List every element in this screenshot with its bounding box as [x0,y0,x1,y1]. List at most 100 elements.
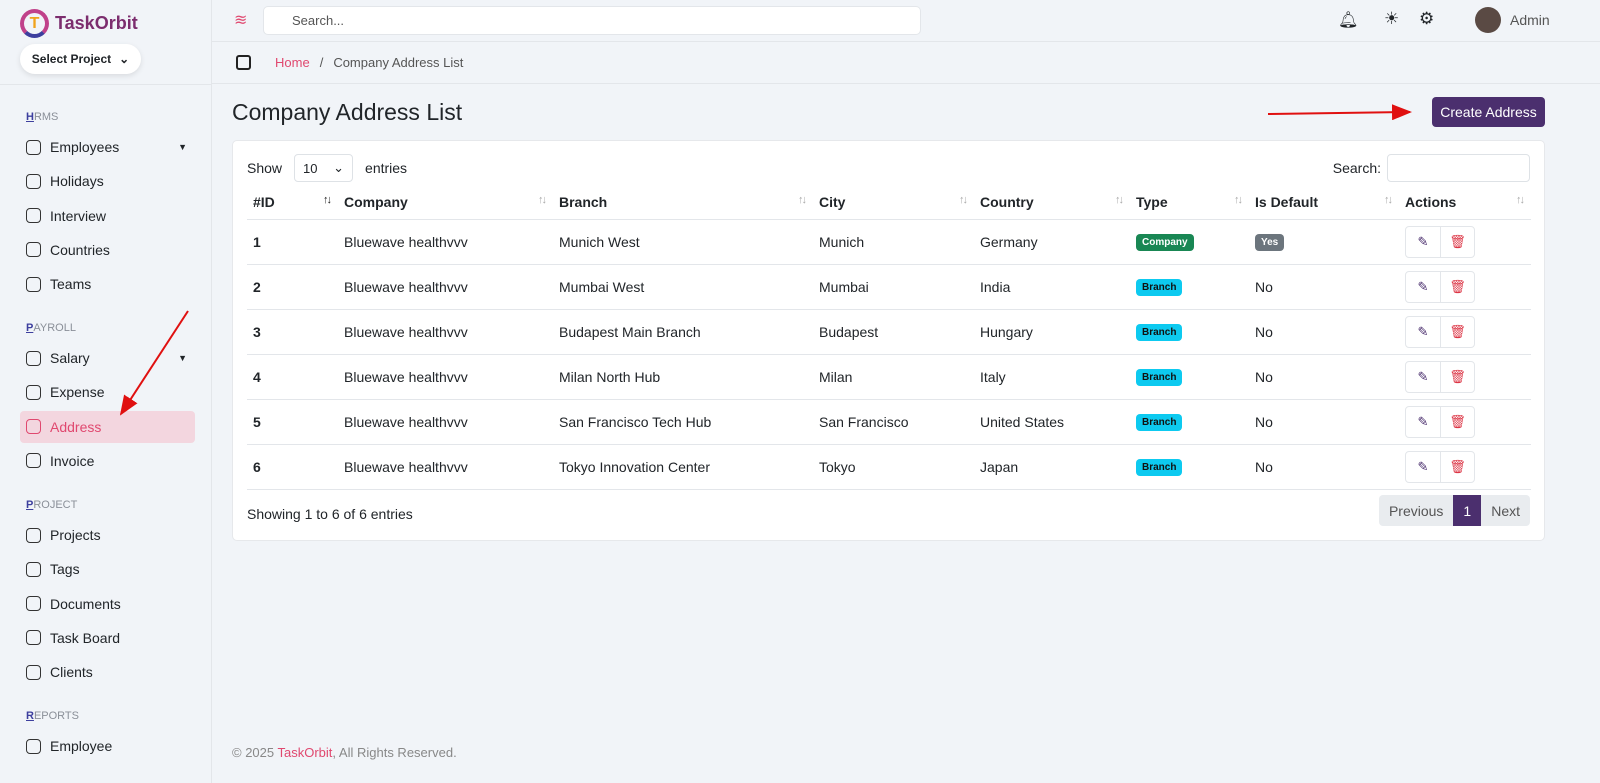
sidebar-item-documents[interactable]: Documents [20,588,195,620]
table-row: 6 Bluewave healthvvv Tokyo Innovation Cent… [247,444,1531,490]
expense-icon [26,384,41,400]
sort-icon[interactable]: ↑↓ [1384,194,1393,207]
trash-icon[interactable]: 🗑︎ [1440,361,1474,392]
sidebar-item-countries[interactable]: Countries [20,234,195,266]
type-badge: Branch [1136,459,1183,476]
trash-icon[interactable]: 🗑︎ [1440,226,1474,257]
cell-actions: ✎ 🗑︎ [1399,264,1531,310]
sort-icon[interactable]: ↑↓ [1516,194,1525,207]
sidebar-item-holidays[interactable]: Holidays [20,165,195,197]
cell: Budapest Main Branch [553,309,813,355]
sort-icon[interactable]: ↑↓ [538,194,547,207]
sidebar-item-employees[interactable]: Employees ▼ [20,131,195,163]
column-header[interactable]: Actions ↑↓ [1399,186,1531,220]
next-button[interactable]: Next [1481,495,1530,526]
avatar[interactable] [1475,7,1501,33]
cell-default: No [1249,399,1399,445]
logo[interactable]: T TaskOrbit [20,9,138,38]
sidebar-item-task-board[interactable]: Task Board [20,622,195,654]
trash-icon[interactable]: 🗑︎ [1440,451,1474,482]
edit-icon[interactable]: ✎ [1417,458,1429,474]
sort-icon[interactable]: ↑↓ [1234,194,1243,207]
gear-icon[interactable]: ⚙ [1419,9,1435,28]
sort-icon[interactable]: ↑↓ [959,194,968,207]
show-label: Show [247,160,283,176]
sidebar-item-expense[interactable]: Expense [20,376,195,408]
edit-icon[interactable]: ✎ [1417,368,1429,384]
default-badge: Yes [1255,234,1285,251]
sidebar-item-label: Holidays [50,173,104,190]
create-address-button[interactable]: Create Address [1432,97,1545,127]
breadcrumb-home[interactable]: Home [275,55,310,70]
sidebar-item-teams[interactable]: Teams [20,268,195,300]
sidebar-item-salary[interactable]: Salary ▼ [20,342,195,374]
sort-icon[interactable]: ↑↓ [323,194,332,207]
cell: Bluewave healthvvv [338,354,553,400]
sidebar-item-label: Address [50,418,102,435]
layers-icon[interactable]: ≋ [234,12,248,29]
table-search-input[interactable] [1387,154,1530,182]
previous-button[interactable]: Previous [1378,495,1454,526]
page-1-button[interactable]: 1 [1453,495,1482,526]
edit-icon[interactable]: ✎ [1417,413,1429,429]
cell: Germany [974,219,1130,265]
sidebar-toggle-icon[interactable] [236,55,251,70]
column-header[interactable]: Type ↑↓ [1130,186,1249,220]
cell-type: Branch [1130,354,1249,400]
column-header[interactable]: Branch ↑↓ [553,186,813,220]
sidebar-item-tags[interactable]: Tags [20,553,195,585]
cell-type: Branch [1130,309,1249,355]
trash-icon[interactable]: 🗑︎ [1440,316,1474,347]
select-project-button[interactable]: Select Project ⌄ [20,44,141,74]
footer-suffix: , All Rights Reserved. [332,745,457,760]
footer: © 2025 TaskOrbit, All Rights Reserved. [232,745,457,760]
table-row: 1 Bluewave healthvvv Munich West Munich Germ… [247,219,1531,265]
sun-icon[interactable]: ☀ [1384,9,1400,28]
edit-icon[interactable]: ✎ [1417,233,1429,249]
arrow-to-create [1267,104,1412,121]
cell: Bluewave healthvvv [338,264,553,310]
projects-icon [26,527,41,543]
table-info: Showing 1 to 6 of 6 entries [247,506,413,522]
cell: Japan [974,444,1130,490]
cell-actions: ✎ 🗑︎ [1399,309,1531,355]
sort-icon[interactable]: ↑↓ [798,194,807,207]
sidebar-item-projects[interactable]: Projects [20,519,195,551]
cell-default: No [1249,354,1399,400]
breadcrumb-separator: / [319,55,324,70]
sidebar-section-title: HRMS [26,111,59,123]
user-name[interactable]: Admin [1510,12,1550,28]
sidebar-item-interview[interactable]: Interview [20,200,195,232]
cell-actions: ✎ 🗑︎ [1399,219,1531,265]
breadcrumb: Home / Company Address List [212,42,1600,84]
sidebar-item-address[interactable]: Address [20,410,195,443]
sidebar-item-invoice[interactable]: Invoice [20,445,195,477]
search-label: Search: [1332,160,1381,176]
page-title: Company Address List [232,99,463,125]
cell-default: No [1249,264,1399,310]
salary-icon [26,350,41,366]
sort-icon[interactable]: ↑↓ [1115,194,1124,207]
trash-icon[interactable]: 🗑︎ [1440,271,1474,302]
teams-icon [26,276,41,292]
address-table: #ID ↑↓ Company ↑↓ Branch ↑↓ City ↑↓ Country ↑↓ Typ… [247,186,1531,490]
column-header[interactable]: Is Default ↑↓ [1249,186,1399,220]
sidebar-item-label: Employees [50,139,120,155]
column-header[interactable]: #ID ↑↓ [247,186,338,220]
entries-select[interactable]: 10 ⌄ [294,154,354,182]
bell-icon[interactable]: 🔔︎ [1338,12,1359,29]
cell-id: 4 [247,354,338,400]
column-header[interactable]: Company ↑↓ [338,186,553,220]
sidebar-item-label: Teams [50,276,92,293]
trash-icon[interactable]: 🗑︎ [1440,406,1474,437]
sidebar-item-clients[interactable]: Clients [20,656,195,688]
column-header[interactable]: Country ↑↓ [974,186,1130,220]
footer-brand[interactable]: TaskOrbit [277,745,333,760]
column-header[interactable]: City ↑↓ [813,186,974,220]
sidebar-item-employee[interactable]: Employee [20,730,195,762]
edit-icon[interactable]: ✎ [1417,278,1429,294]
edit-icon[interactable]: ✎ [1417,323,1429,339]
search-input[interactable]: Search... [263,6,921,35]
pagination: Previous 1 Next [1378,495,1530,526]
